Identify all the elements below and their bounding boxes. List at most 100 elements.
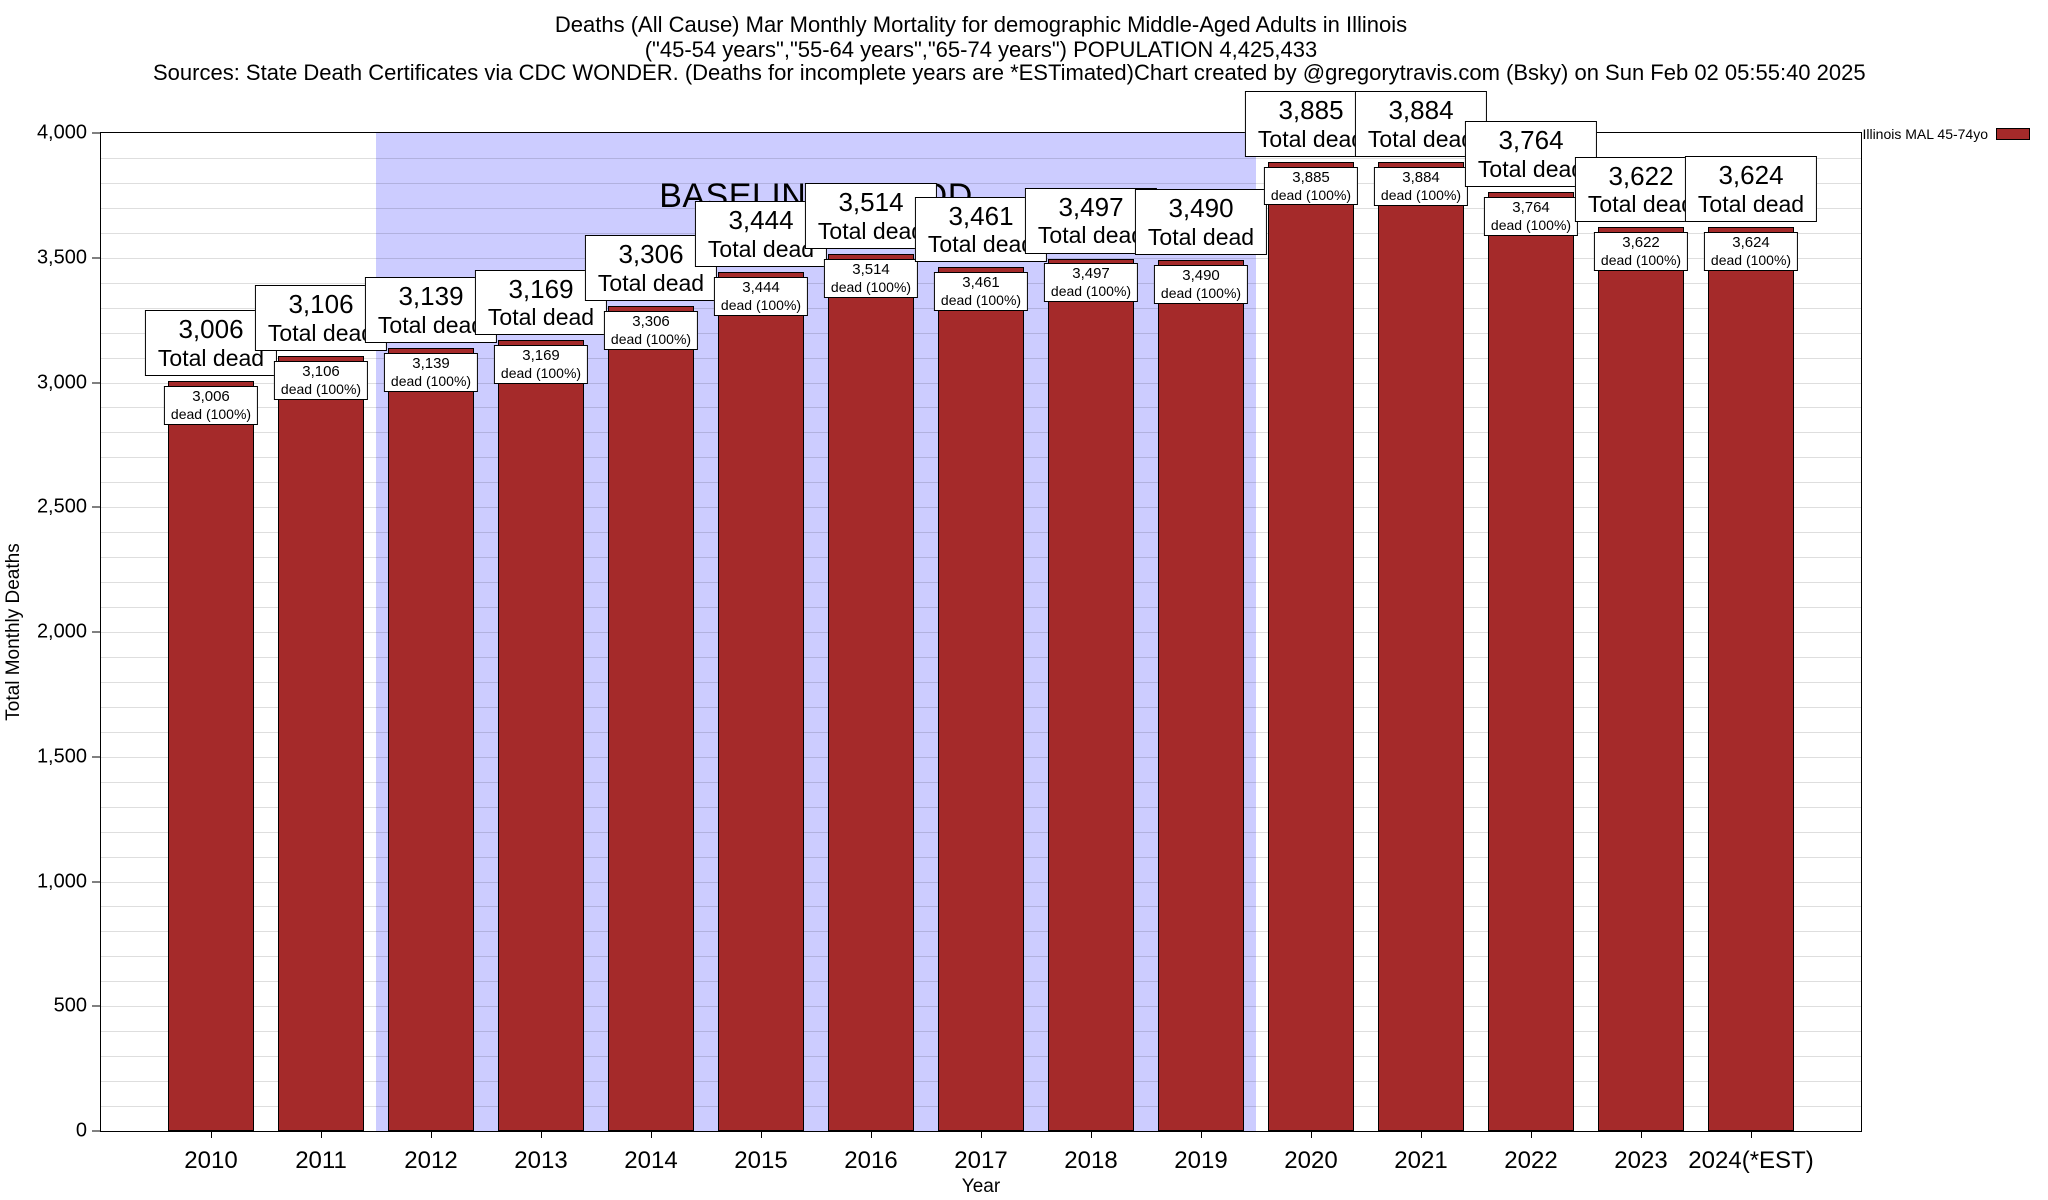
y-tick-label: 1,500 <box>36 745 87 768</box>
bar-2021 <box>1378 161 1464 1131</box>
plot-area: 0 500 1,000 1,500 2,000 2,500 3,000 3,500 4,000 B… <box>37 90 1862 1174</box>
bar-total-label-2012-caption: Total dead <box>377 311 485 338</box>
x-tick-mark <box>871 1131 872 1138</box>
bar-inner-label-2010-value: 3,006 <box>192 388 230 405</box>
bar-total-label-2019: 3,490 Total dead <box>1134 189 1268 256</box>
bar-total-label-2016-caption: Total dead <box>817 218 925 245</box>
x-tick-label-2012: 2012 <box>404 1147 458 1174</box>
bar-total-label-2017: 3,461 Total dead <box>914 196 1048 263</box>
bar-inner-label-2016-value: 3,514 <box>852 261 890 279</box>
bar-total-label-2024(*EST): 3,624 Total dead <box>1684 156 1818 222</box>
x-tick-label-2013: 2013 <box>514 1147 568 1174</box>
bar-total-label-2023-value: 3,622 <box>1608 160 1674 191</box>
bar-inner-label-2012: 3,139 dead (100%) <box>383 352 479 392</box>
x-tick-mark <box>1751 1131 1752 1138</box>
bar-total-label-2010-value: 3,006 <box>178 314 244 345</box>
y-tick-mark <box>92 631 101 633</box>
legend: Illinois MAL 45-74yo <box>1862 126 2030 142</box>
x-tick-mark <box>321 1131 322 1138</box>
bar-inner-label-2013-value: 3,169 <box>522 347 560 365</box>
bar-inner-label-2012-value: 3,139 <box>412 354 450 372</box>
bar-2011 <box>278 356 364 1131</box>
bar-inner-label-2021-caption: dead (100%) <box>1380 186 1462 203</box>
bar-total-label-2018-caption: Total dead <box>1037 222 1145 249</box>
bar-total-label-2012-value: 3,139 <box>398 281 464 312</box>
bar-inner-label-2017-value: 3,461 <box>962 274 1000 292</box>
bar-2012 <box>388 347 474 1131</box>
x-tick-label-2021: 2021 <box>1394 1147 1448 1174</box>
bar-inner-label-2014: 3,306 dead (100%) <box>603 311 699 350</box>
bar-inner-label-2019-caption: dead (100%) <box>1160 285 1242 302</box>
y-tick-mark <box>92 382 101 383</box>
bar-inner-label-2022: 3,764 dead (100%) <box>1483 196 1579 236</box>
x-tick-label-2018: 2018 <box>1064 1147 1118 1174</box>
y-tick-label: 1,000 <box>36 870 87 892</box>
bar-inner-label-2022-caption: dead (100%) <box>1490 216 1572 233</box>
x-tick-label-2023: 2023 <box>1614 1147 1668 1174</box>
x-tick-label-2019: 2019 <box>1174 1147 1228 1174</box>
bar-2019 <box>1158 260 1244 1131</box>
bar-inner-label-2019: 3,490 dead (100%) <box>1153 265 1249 305</box>
bar-total-label-2024(*EST)-caption: Total dead <box>1697 190 1805 217</box>
bar-inner-label-2016: 3,514 dead (100%) <box>823 259 919 299</box>
bar-2014 <box>608 306 694 1131</box>
bar-inner-label-2015: 3,444 dead (100%) <box>713 276 809 316</box>
bar-inner-label-2018-caption: dead (100%) <box>1050 283 1132 300</box>
x-tick-mark <box>761 1131 762 1138</box>
x-tick-mark <box>211 1131 212 1138</box>
chart-title: Deaths (All Cause) Mar Monthly Mortality… <box>554 12 1408 37</box>
gridline <box>101 182 1861 184</box>
bar-inner-label-2022-value: 3,764 <box>1512 198 1550 216</box>
bar-inner-label-2020: 3,885 dead (100%) <box>1263 166 1359 206</box>
bar-inner-label-2020-value: 3,885 <box>1292 168 1330 186</box>
chart-subtitle: ("45-54 years","55-64 years","65-74 year… <box>644 37 1318 62</box>
legend-label: Illinois MAL 45-74yo <box>1862 126 1988 142</box>
bar-2018 <box>1048 258 1134 1131</box>
bar-inner-label-2010-caption: dead (100%) <box>170 406 252 422</box>
bar-2010 <box>168 381 254 1131</box>
gridline <box>101 157 1861 159</box>
x-tick-label-2015: 2015 <box>734 1147 788 1174</box>
x-tick-mark <box>1091 1131 1092 1138</box>
bar-total-label-2020-value: 3,885 <box>1278 94 1344 125</box>
bar-total-label-2022-caption: Total dead <box>1477 155 1585 182</box>
bar-total-label-2017-caption: Total dead <box>927 231 1035 258</box>
x-tick-label-2010: 2010 <box>184 1147 238 1174</box>
chart-sources: Sources: State Death Certificates via CD… <box>153 60 1134 85</box>
y-tick-label: 500 <box>53 994 87 1017</box>
bar-total-label-2023-caption: Total dead <box>1587 191 1695 218</box>
y-tick-label: 4,000 <box>36 121 87 144</box>
bar-total-label-2015-caption: Total dead <box>707 235 815 262</box>
bar-inner-label-2017: 3,461 dead (100%) <box>933 272 1029 312</box>
bar-total-label-2016-value: 3,514 <box>838 187 904 218</box>
y-axis-title: Total Monthly Deaths <box>3 543 24 721</box>
bar-inner-label-2010: 3,006 dead (100%) <box>163 386 259 425</box>
bar-inner-label-2012-caption: dead (100%) <box>390 372 472 389</box>
bar-inner-label-2016-caption: dead (100%) <box>830 279 912 296</box>
bar-2015 <box>718 271 804 1131</box>
bar-inner-label-2015-caption: dead (100%) <box>720 296 802 313</box>
bar-total-label-2017-value: 3,461 <box>948 200 1014 231</box>
x-tick-label-2014: 2014 <box>624 1147 678 1174</box>
x-tick-mark <box>1641 1131 1642 1138</box>
bar-total-label-2024(*EST)-value: 3,624 <box>1718 160 1784 191</box>
bar-total-label-2020-caption: Total dead <box>1257 125 1365 152</box>
x-tick-mark <box>981 1131 982 1138</box>
x-tick-label-2016: 2016 <box>844 1147 898 1174</box>
bar-inner-label-2015-value: 3,444 <box>742 278 780 296</box>
bar-total-label-2021-value: 3,884 <box>1388 95 1454 126</box>
chart-credit: Chart created by @gregorytravis.com (Bsk… <box>1134 60 1866 85</box>
bar-inner-label-2023: 3,622 dead (100%) <box>1593 232 1689 272</box>
x-tick-mark <box>1201 1131 1202 1138</box>
x-tick-mark <box>651 1131 652 1138</box>
bar-2017 <box>938 267 1024 1131</box>
bar-inner-label-2018: 3,497 dead (100%) <box>1043 263 1139 303</box>
x-axis-title: Year <box>961 1176 1001 1197</box>
bar-inner-label-2014-caption: dead (100%) <box>610 331 692 348</box>
bar-total-label-2011-value: 3,106 <box>288 289 354 320</box>
bar-total-label-2014-value: 3,306 <box>618 239 684 270</box>
bar-total-label-2013-value: 3,169 <box>508 273 574 304</box>
bar-2023 <box>1598 227 1684 1131</box>
y-tick-mark <box>92 1130 101 1132</box>
